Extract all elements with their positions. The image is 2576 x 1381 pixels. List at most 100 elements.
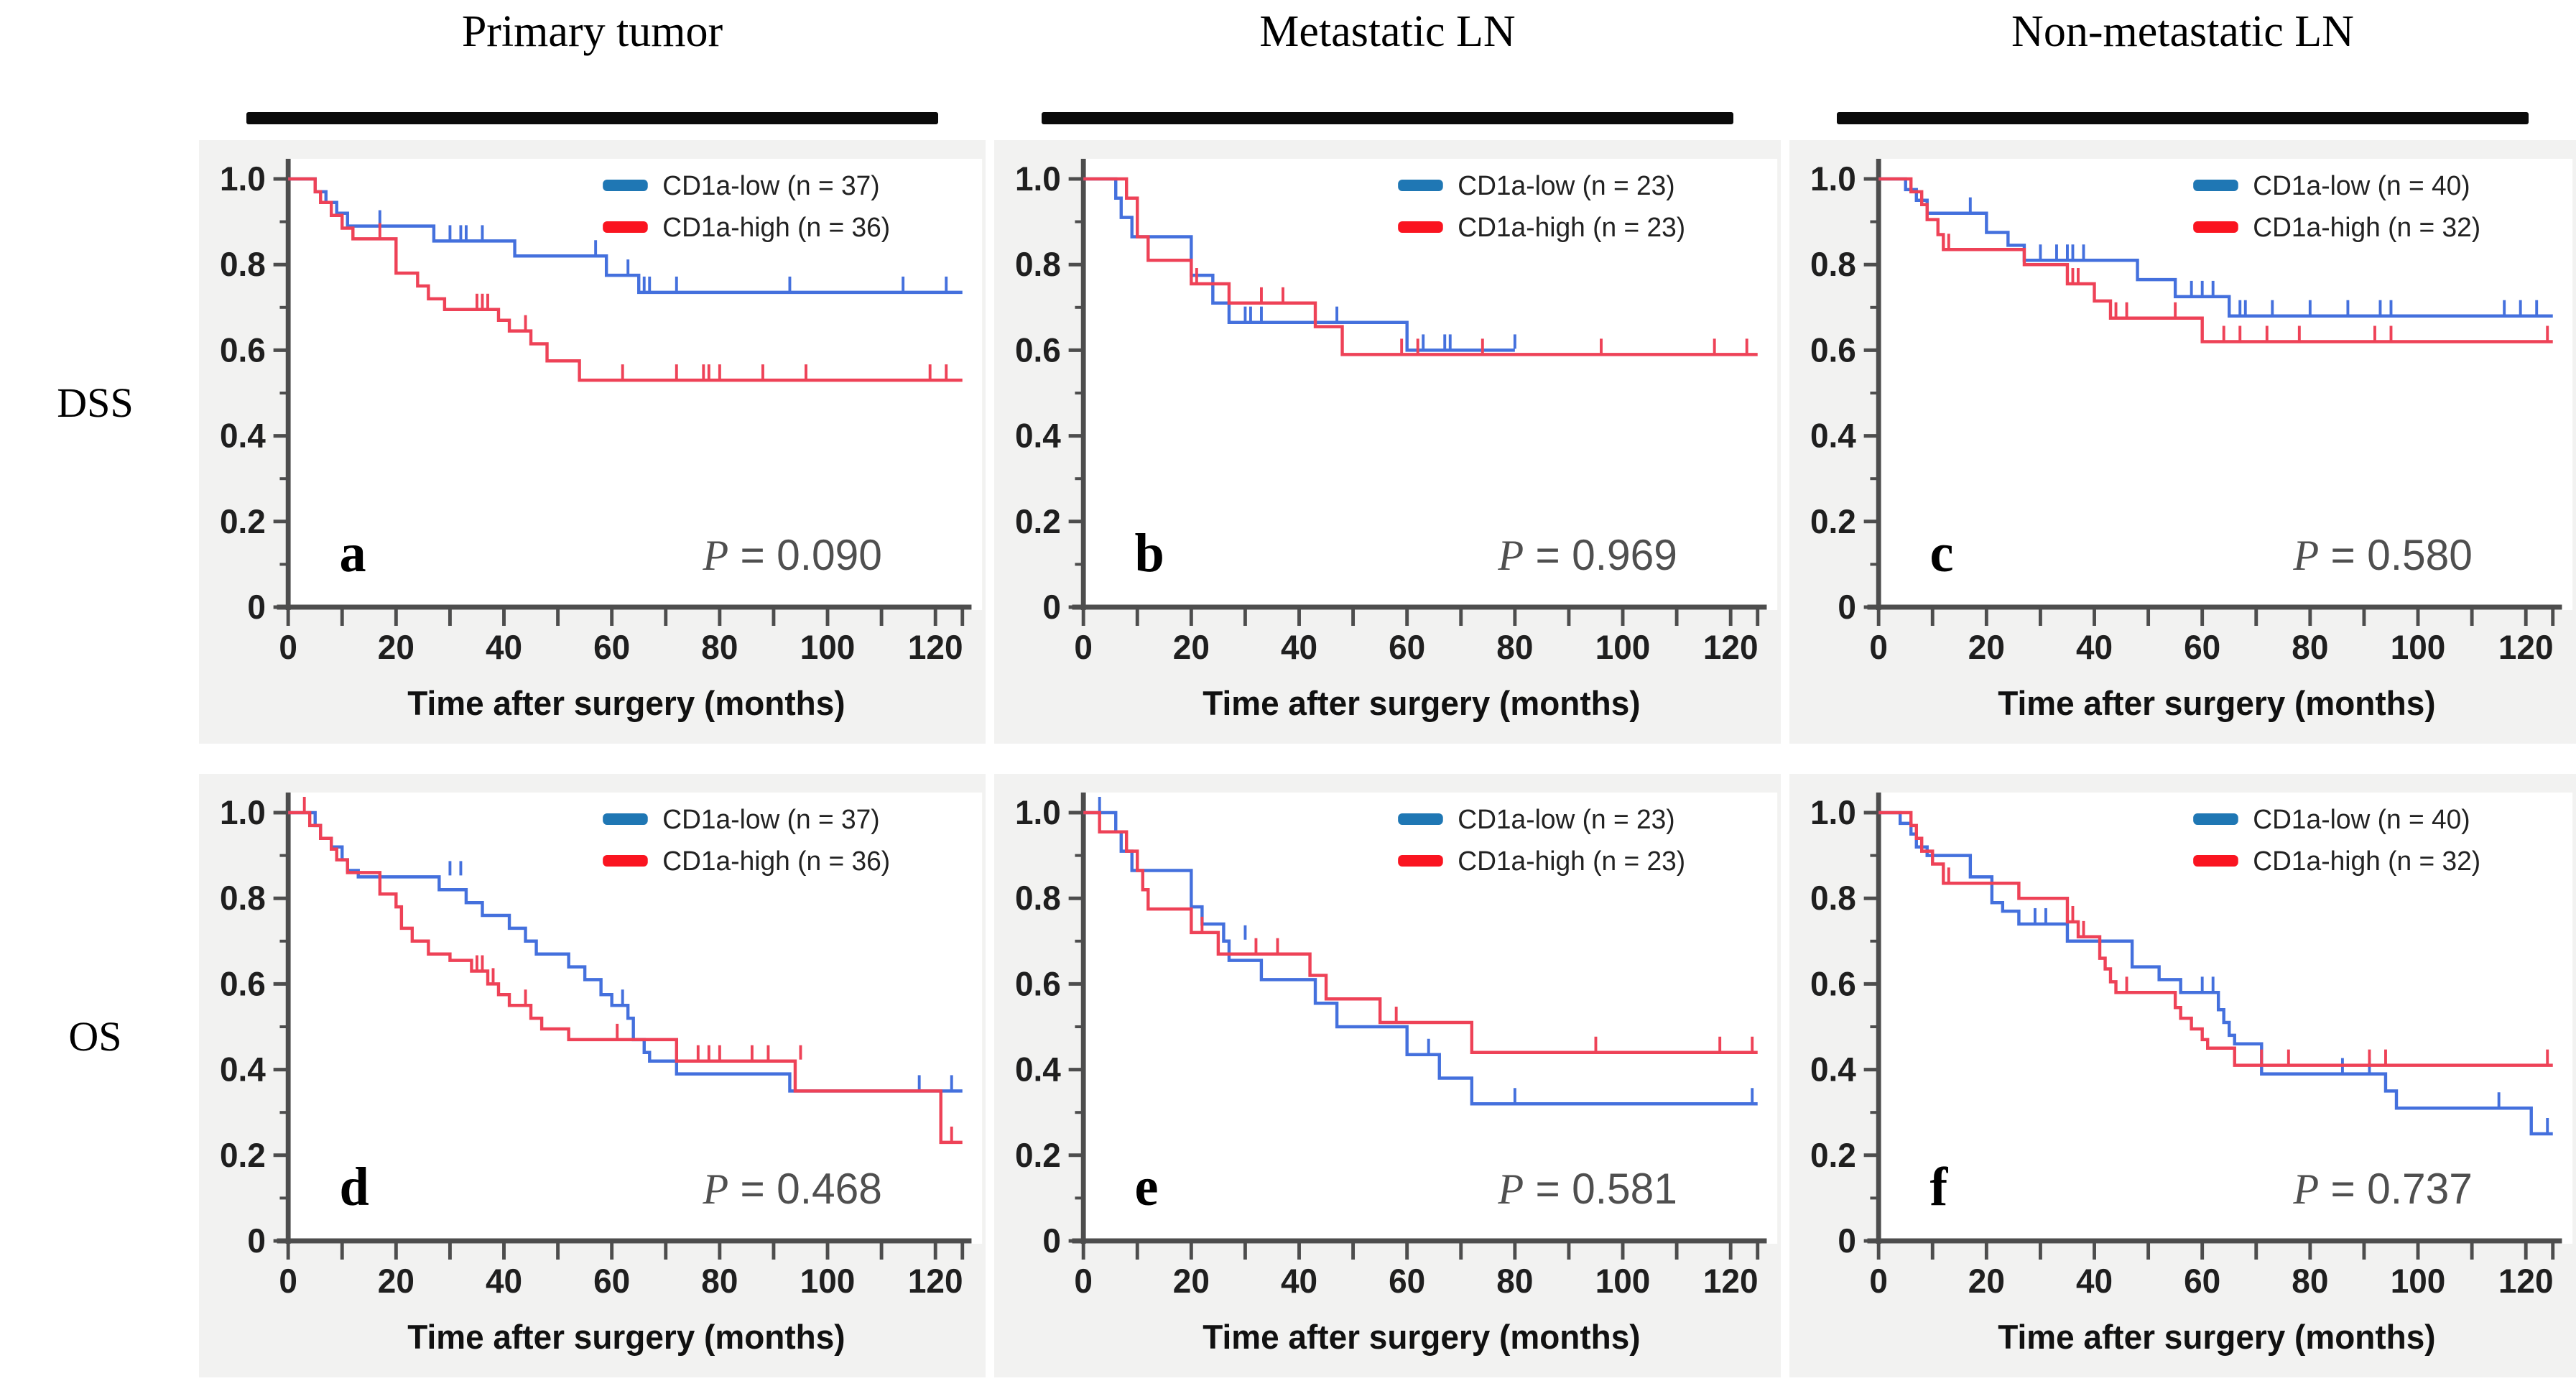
plot-area <box>1878 793 2573 1244</box>
y-tick-label: 0.6 <box>1015 965 1061 1003</box>
survival-curve-high <box>1878 810 2553 1067</box>
panel-letter: d <box>340 1157 369 1217</box>
x-tick-label: 0 <box>1074 629 1093 667</box>
column-header-title: Metastatic LN <box>1259 7 1516 56</box>
km-plot-c: 0 0.2 0.4 0.6 0.8 1.0 0 20 40 60 80 100 120 Time afte… <box>1810 159 2573 723</box>
y-tick-label: 1.0 <box>220 794 266 832</box>
row-gap-spacer <box>0 744 2576 774</box>
survival-curve-high <box>1083 810 1758 1055</box>
x-tick-label: 60 <box>593 629 630 667</box>
y-tick-label: 0.6 <box>1810 965 1856 1003</box>
y-tick-label: 0.4 <box>1810 417 1856 455</box>
legend-swatch-high <box>2193 221 2238 233</box>
column-header-primary-tumor: Primary tumor <box>199 0 986 140</box>
y-tick-label: 0.6 <box>1810 331 1856 369</box>
legend-swatch-low <box>1398 813 1443 825</box>
x-tick-label: 40 <box>486 1262 522 1301</box>
x-tick-label: 80 <box>1496 629 1533 667</box>
y-tick-label: 0 <box>247 1222 266 1260</box>
y-tick-label: 0.4 <box>1015 417 1061 455</box>
plot-area <box>1083 793 1778 1244</box>
y-tick-label: 0.4 <box>1015 1050 1061 1089</box>
y-tick-label: 0.8 <box>220 246 266 284</box>
y-tick-label: 1.0 <box>1015 794 1061 832</box>
y-tick-label: 0.8 <box>220 879 266 918</box>
panel-letter: c <box>1930 523 1954 583</box>
km-panel-e: 0 0.2 0.4 0.6 0.8 1.0 0 20 40 60 80 100 120 Time afte… <box>994 774 1781 1377</box>
x-tick-label: 120 <box>2498 629 2554 667</box>
row-label-dss: DSS <box>0 140 190 744</box>
legend-swatch-low <box>1398 180 1443 191</box>
legend-label-high: CD1a-high (n = 23) <box>1458 212 1685 242</box>
x-tick-label: 20 <box>1968 1262 2005 1301</box>
legend-label-low: CD1a-low (n = 23) <box>1458 170 1674 200</box>
column-header-metastatic-ln: Metastatic LN <box>994 0 1781 140</box>
y-tick-label: 1.0 <box>1810 794 1856 832</box>
legend-label-low: CD1a-low (n = 37) <box>662 170 879 200</box>
x-tick-label: 100 <box>1595 629 1651 667</box>
x-tick-label: 60 <box>1389 1262 1425 1301</box>
p-value-label: P = 0.580 <box>2292 530 2472 579</box>
km-plot-b: 0 0.2 0.4 0.6 0.8 1.0 0 20 40 60 80 100 120 Time afte… <box>1015 159 1778 722</box>
legend-label-high: CD1a-high (n = 36) <box>662 846 890 876</box>
panel-letter: e <box>1135 1157 1159 1217</box>
plot-area <box>288 793 983 1244</box>
km-panel-f: 0 0.2 0.4 0.6 0.8 1.0 0 20 40 60 80 100 120 Time afte… <box>1789 774 2576 1377</box>
y-tick-label: 0.8 <box>1015 879 1061 918</box>
survival-curve-low <box>288 177 963 295</box>
x-tick-label: 0 <box>1074 1262 1093 1301</box>
survival-curve-high <box>288 177 963 382</box>
x-axis-title: Time after surgery (months) <box>1998 685 2435 723</box>
header-underline-bar <box>246 112 939 124</box>
km-panel-d: 0 0.2 0.4 0.6 0.8 1.0 0 20 40 60 80 100 120 Time afte… <box>199 774 986 1377</box>
x-tick-label: 80 <box>2292 1262 2328 1301</box>
x-tick-label: 80 <box>1496 1262 1533 1301</box>
y-tick-label: 0 <box>247 588 266 627</box>
x-tick-label: 60 <box>2184 629 2220 667</box>
column-header-non-metastatic-ln: Non-metastatic LN <box>1789 0 2576 140</box>
y-tick-label: 0.8 <box>1810 879 1856 918</box>
km-panel-b: 0 0.2 0.4 0.6 0.8 1.0 0 20 40 60 80 100 120 Time afte… <box>994 140 1781 744</box>
legend-label-low: CD1a-low (n = 40) <box>2253 804 2470 834</box>
x-tick-label: 100 <box>2391 629 2446 667</box>
y-tick-label: 1.0 <box>1015 160 1061 198</box>
x-tick-label: 40 <box>1281 1262 1317 1301</box>
p-value-label: P = 0.090 <box>702 530 881 579</box>
x-axis-title: Time after surgery (months) <box>407 685 845 723</box>
y-tick-label: 0.4 <box>1810 1050 1856 1089</box>
x-tick-label: 120 <box>1703 629 1759 667</box>
x-tick-label: 80 <box>2292 629 2328 667</box>
legend-label-high: CD1a-high (n = 36) <box>662 212 890 242</box>
x-tick-label: 100 <box>800 629 856 667</box>
y-tick-label: 0.6 <box>220 331 266 369</box>
x-tick-label: 20 <box>378 629 414 667</box>
x-tick-label: 0 <box>279 1262 297 1301</box>
y-tick-label: 0.4 <box>220 417 266 455</box>
y-tick-label: 0.8 <box>1015 246 1061 284</box>
survival-curve-low <box>1878 810 2553 1136</box>
legend-label-low: CD1a-low (n = 37) <box>662 804 879 834</box>
x-tick-label: 80 <box>701 629 738 667</box>
x-tick-label: 40 <box>1281 629 1317 667</box>
x-tick-label: 120 <box>908 629 963 667</box>
legend-swatch-low <box>2193 180 2238 191</box>
x-tick-label: 20 <box>1173 1262 1210 1301</box>
column-header-title: Primary tumor <box>461 7 723 56</box>
x-tick-label: 40 <box>2076 629 2113 667</box>
row-label-os: OS <box>0 774 190 1377</box>
x-tick-label: 20 <box>1968 629 2005 667</box>
p-value-label: P = 0.737 <box>2292 1164 2472 1213</box>
legend-swatch-low <box>603 180 648 191</box>
header-corner-spacer <box>0 0 190 140</box>
p-value-label: P = 0.468 <box>702 1164 881 1213</box>
legend-label-high: CD1a-high (n = 23) <box>1458 846 1685 876</box>
x-tick-label: 20 <box>378 1262 414 1301</box>
legend-label-high: CD1a-high (n = 32) <box>2253 846 2480 876</box>
x-tick-label: 60 <box>1389 629 1425 667</box>
y-tick-label: 0 <box>1838 1222 1856 1260</box>
panel-letter: a <box>340 523 366 583</box>
x-tick-label: 0 <box>1869 1262 1888 1301</box>
y-tick-label: 0.4 <box>220 1050 266 1089</box>
y-tick-label: 0.2 <box>220 1136 266 1174</box>
